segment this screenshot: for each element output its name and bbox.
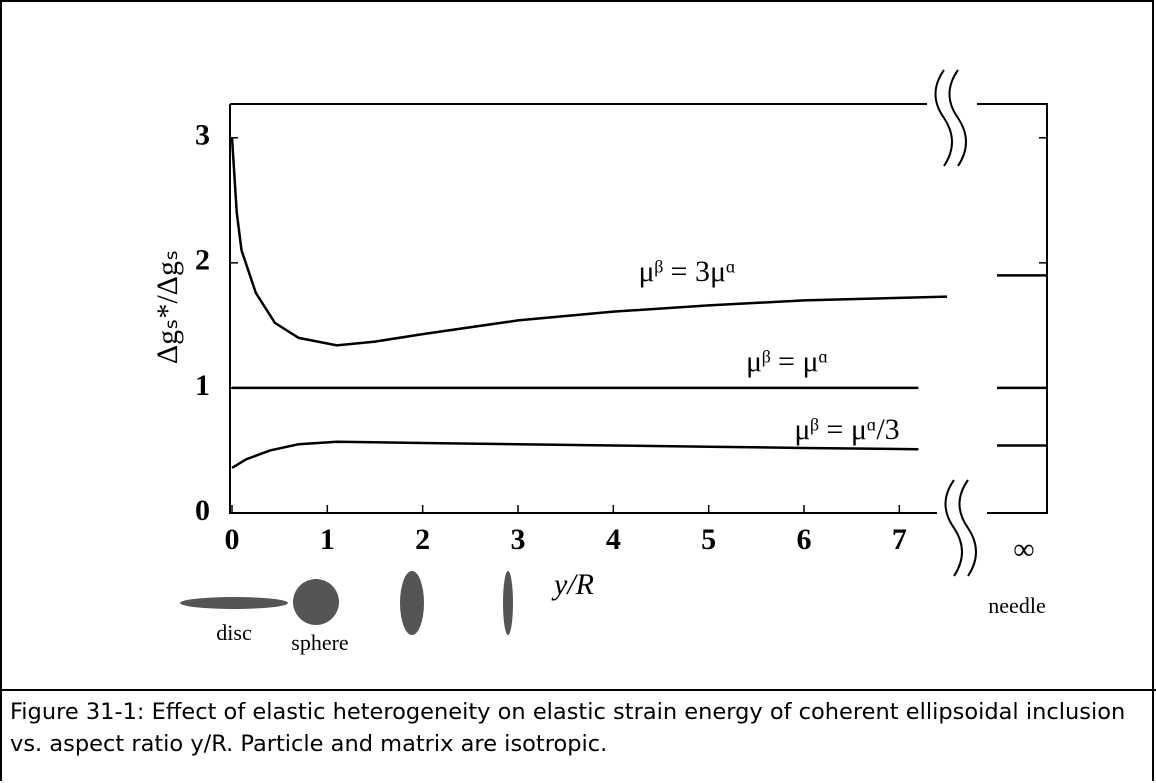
shape-label: sphere	[291, 630, 348, 655]
series-line	[231, 440, 919, 470]
x-tick-label: 6	[797, 523, 812, 556]
shape-icons	[180, 571, 513, 635]
caption: Figure 31-1: Effect of elastic heterogen…	[10, 699, 1126, 757]
y-tick-label: 0	[195, 494, 210, 527]
x-tick-label: 3	[511, 523, 526, 556]
x-tick-label: 0	[225, 523, 240, 556]
y-tick-label: 2	[195, 244, 210, 277]
y-axis-label: Δgₛ*/Δgₛ	[151, 250, 184, 364]
series-label: μᵝ = μᵅ	[746, 345, 828, 378]
shape-label: disc	[216, 620, 252, 645]
y-tick-label: 1	[195, 369, 210, 402]
x-tick-label: 4	[606, 523, 621, 556]
series-line	[230, 137, 948, 347]
infinity-label: ∞	[1013, 533, 1034, 566]
axis-frame	[229, 69, 1048, 577]
series-label: μᵝ = μᵅ/3	[794, 413, 899, 446]
x-tick-label: 2	[415, 523, 430, 556]
y-tick-label: 3	[195, 119, 210, 152]
chart: ∞ needle Δgₛ*/Δgₛ y/R disc sphere 0 1 2 3 0 1…	[2, 69, 1156, 691]
x-axis-label: y/R	[551, 568, 594, 601]
x-tick-label: 1	[320, 523, 335, 556]
series-label: μᵝ = 3μᵅ	[639, 255, 736, 288]
x-tick-label: 5	[701, 523, 716, 556]
x-tick-label: 7	[892, 523, 907, 556]
needle-label: needle	[988, 593, 1045, 618]
